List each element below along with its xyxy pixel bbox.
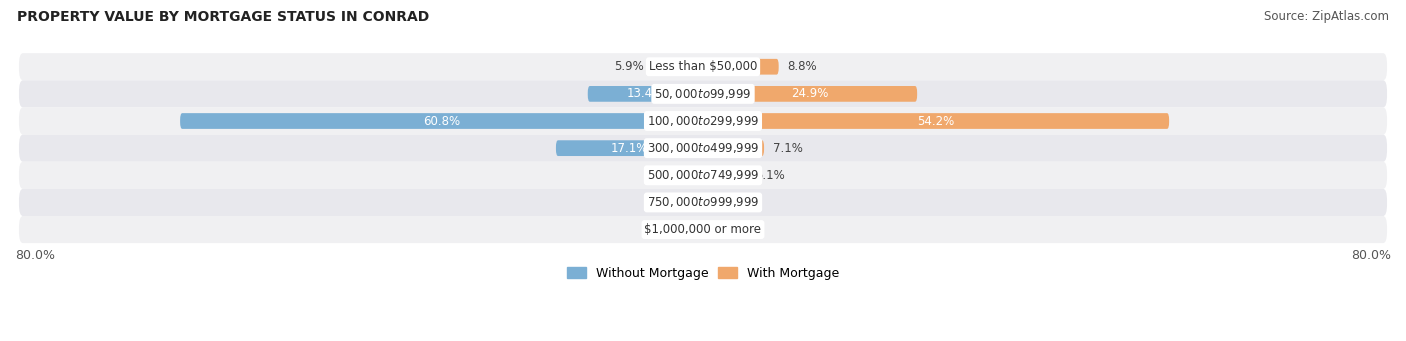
FancyBboxPatch shape [588, 86, 703, 102]
Text: $50,000 to $99,999: $50,000 to $99,999 [654, 87, 752, 101]
FancyBboxPatch shape [695, 167, 703, 183]
Text: 60.8%: 60.8% [423, 115, 460, 128]
FancyBboxPatch shape [18, 53, 1388, 80]
Text: 17.1%: 17.1% [610, 142, 648, 155]
Text: $1,000,000 or more: $1,000,000 or more [644, 223, 762, 236]
FancyBboxPatch shape [18, 107, 1388, 135]
FancyBboxPatch shape [18, 189, 1388, 216]
Text: Source: ZipAtlas.com: Source: ZipAtlas.com [1264, 10, 1389, 23]
Text: 24.9%: 24.9% [792, 87, 828, 100]
FancyBboxPatch shape [703, 59, 779, 75]
Text: $100,000 to $299,999: $100,000 to $299,999 [647, 114, 759, 128]
FancyBboxPatch shape [703, 167, 747, 183]
FancyBboxPatch shape [703, 140, 763, 156]
FancyBboxPatch shape [703, 113, 1170, 129]
Text: 54.2%: 54.2% [918, 115, 955, 128]
FancyBboxPatch shape [18, 216, 1388, 243]
Text: 5.1%: 5.1% [755, 169, 785, 182]
Text: Less than $50,000: Less than $50,000 [648, 60, 758, 73]
Text: 0.0%: 0.0% [716, 223, 745, 236]
Text: 0.0%: 0.0% [661, 196, 690, 209]
Text: 1.9%: 1.9% [648, 223, 678, 236]
Text: 8.8%: 8.8% [787, 60, 817, 73]
Text: 80.0%: 80.0% [15, 249, 55, 262]
Text: 5.9%: 5.9% [614, 60, 644, 73]
FancyBboxPatch shape [686, 222, 703, 237]
Text: $750,000 to $999,999: $750,000 to $999,999 [647, 195, 759, 209]
Text: $300,000 to $499,999: $300,000 to $499,999 [647, 141, 759, 155]
FancyBboxPatch shape [18, 135, 1388, 162]
Legend: Without Mortgage, With Mortgage: Without Mortgage, With Mortgage [562, 262, 844, 284]
Text: 13.4%: 13.4% [627, 87, 664, 100]
Text: 0.0%: 0.0% [716, 196, 745, 209]
FancyBboxPatch shape [18, 80, 1388, 107]
Text: 80.0%: 80.0% [1351, 249, 1391, 262]
FancyBboxPatch shape [703, 86, 917, 102]
Text: 0.93%: 0.93% [650, 169, 686, 182]
FancyBboxPatch shape [652, 59, 703, 75]
Text: PROPERTY VALUE BY MORTGAGE STATUS IN CONRAD: PROPERTY VALUE BY MORTGAGE STATUS IN CON… [17, 10, 429, 24]
Text: $500,000 to $749,999: $500,000 to $749,999 [647, 168, 759, 182]
FancyBboxPatch shape [18, 162, 1388, 189]
Text: 7.1%: 7.1% [773, 142, 803, 155]
FancyBboxPatch shape [555, 140, 703, 156]
FancyBboxPatch shape [180, 113, 703, 129]
